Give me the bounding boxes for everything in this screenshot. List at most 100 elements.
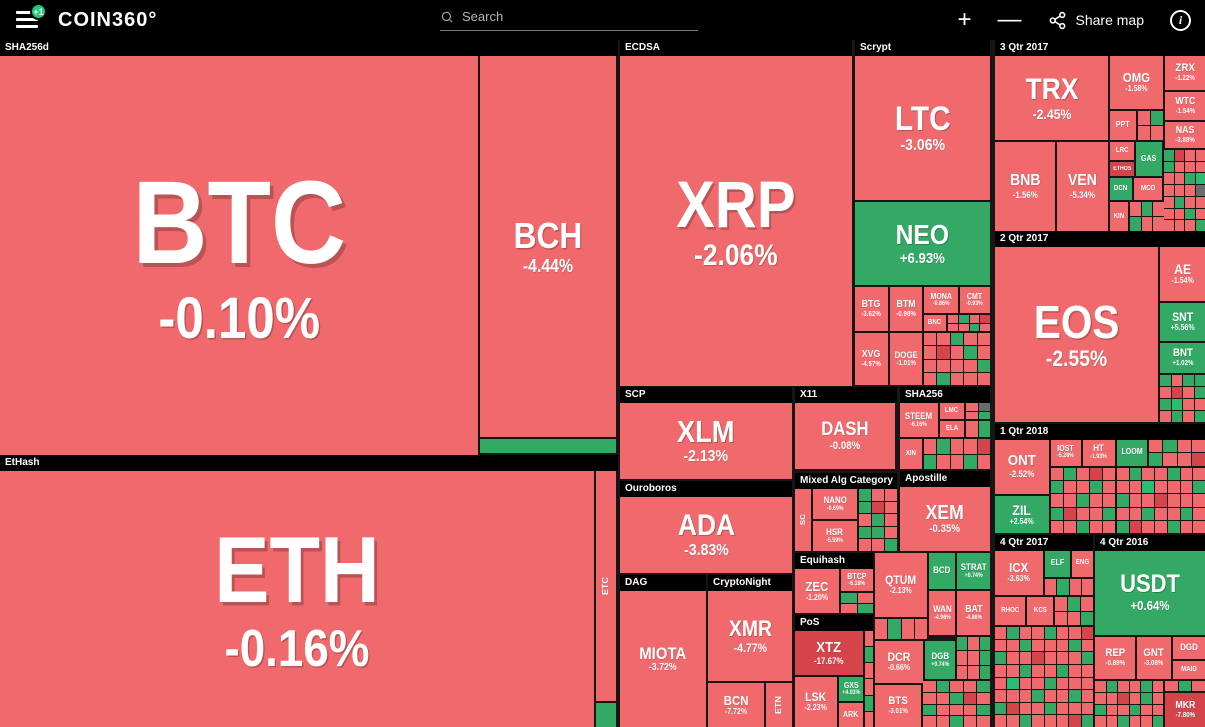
tile-cell[interactable] bbox=[1056, 715, 1069, 727]
tile-cell[interactable] bbox=[1171, 399, 1182, 410]
tile-cell[interactable] bbox=[1069, 677, 1081, 690]
tile-cell[interactable] bbox=[872, 489, 884, 501]
tile-neo[interactable]: NEO +6.93% bbox=[855, 202, 990, 285]
tile-cell[interactable] bbox=[937, 454, 950, 469]
tile-xem[interactable]: XEM -0.35% bbox=[900, 487, 990, 551]
tile-cell[interactable] bbox=[1180, 481, 1193, 494]
tile-cell[interactable] bbox=[1095, 692, 1106, 704]
tile-cell[interactable] bbox=[1130, 217, 1141, 231]
tile-cell[interactable] bbox=[1192, 681, 1205, 691]
tile-wan[interactable]: WAN -4.96% bbox=[929, 591, 955, 635]
tile-wtc[interactable]: WTC -1.54% bbox=[1165, 92, 1205, 120]
tile-cell[interactable] bbox=[1081, 690, 1093, 702]
tile-cell[interactable] bbox=[995, 715, 1007, 727]
tile-cell[interactable] bbox=[1164, 150, 1174, 161]
tile-cell[interactable] bbox=[1117, 468, 1129, 481]
tile-cell[interactable] bbox=[923, 681, 936, 692]
tile-cell[interactable] bbox=[1163, 452, 1177, 466]
tile-cell[interactable] bbox=[1069, 639, 1081, 652]
tile-eos[interactable]: EOS -2.55% bbox=[995, 247, 1158, 422]
tile-nas[interactable]: NAS -3.88% bbox=[1165, 122, 1205, 148]
tile-cell[interactable] bbox=[1129, 507, 1142, 520]
tile-cell[interactable] bbox=[872, 539, 884, 551]
tile-ltc[interactable]: LTC -3.06% bbox=[855, 56, 990, 200]
tile-cell[interactable] bbox=[1183, 387, 1194, 398]
tile-cell[interactable] bbox=[1106, 681, 1117, 692]
tile-cell[interactable] bbox=[1019, 677, 1032, 690]
tile-cell[interactable] bbox=[1051, 481, 1063, 494]
tile-cell[interactable] bbox=[968, 637, 979, 651]
tile-cell[interactable] bbox=[1068, 597, 1080, 611]
tile-cell[interactable] bbox=[964, 359, 977, 372]
tile-icx[interactable]: ICX -3.63% bbox=[995, 549, 1043, 595]
tile-cell[interactable] bbox=[937, 359, 950, 372]
tile-cell[interactable] bbox=[923, 704, 936, 716]
tile-bat[interactable]: BAT -4.86% bbox=[957, 591, 990, 635]
tile-cell[interactable] bbox=[1069, 664, 1081, 677]
tile-cell[interactable] bbox=[950, 439, 964, 454]
tile-cell[interactable] bbox=[1195, 150, 1205, 161]
tile-bnt[interactable]: BNT +1.02% bbox=[1160, 343, 1205, 373]
tile-cell[interactable] bbox=[958, 315, 969, 323]
tile-cell[interactable] bbox=[1141, 202, 1153, 216]
tile-cell[interactable] bbox=[924, 359, 937, 372]
tile-cell[interactable] bbox=[1141, 704, 1152, 716]
tile-cell[interactable] bbox=[1193, 481, 1205, 494]
zoom-in-button[interactable]: + bbox=[957, 6, 972, 33]
tile-cell[interactable] bbox=[995, 664, 1007, 677]
tile-cell[interactable] bbox=[924, 372, 937, 385]
tile-cell[interactable] bbox=[1149, 438, 1163, 452]
search-input[interactable] bbox=[462, 9, 698, 24]
tile-cell[interactable] bbox=[977, 692, 990, 704]
tile-xvg[interactable]: XVG -4.57% bbox=[855, 333, 888, 385]
tile-cell[interactable] bbox=[963, 681, 977, 692]
tile-cell[interactable] bbox=[950, 454, 964, 469]
tile-omg[interactable]: OMG -1.58% bbox=[1110, 56, 1163, 109]
tile-cell[interactable] bbox=[1106, 704, 1117, 716]
tile-cell[interactable] bbox=[1056, 627, 1069, 639]
tile-cell[interactable] bbox=[1177, 438, 1191, 452]
tile-cell[interactable] bbox=[1167, 520, 1180, 533]
tile-cell[interactable] bbox=[1069, 627, 1081, 639]
tile-cell[interactable] bbox=[1106, 692, 1117, 704]
tile-cell[interactable] bbox=[979, 665, 990, 679]
tile-cell[interactable] bbox=[1057, 579, 1069, 595]
tile-cell[interactable] bbox=[1019, 627, 1032, 639]
tile-cell[interactable] bbox=[1118, 704, 1129, 716]
tile-cell[interactable] bbox=[1155, 520, 1167, 533]
tile-cell[interactable] bbox=[1191, 452, 1205, 466]
tile-cell[interactable] bbox=[948, 323, 958, 331]
tile-cell[interactable] bbox=[1185, 161, 1195, 173]
tile-cell[interactable] bbox=[950, 346, 964, 359]
tile-loom[interactable]: LOOM bbox=[1117, 438, 1147, 466]
tile-cell[interactable] bbox=[857, 593, 873, 603]
tile-cell[interactable] bbox=[1081, 611, 1093, 625]
tile-cell[interactable] bbox=[1103, 494, 1115, 507]
tile-cell[interactable] bbox=[1044, 652, 1056, 664]
tile-cell[interactable] bbox=[1090, 481, 1102, 494]
tile-cell[interactable] bbox=[859, 501, 871, 514]
tile-cell[interactable] bbox=[1129, 468, 1142, 481]
tile-cell[interactable] bbox=[1007, 677, 1019, 690]
tile-cell[interactable] bbox=[901, 619, 914, 639]
tile-cell[interactable] bbox=[1077, 520, 1089, 533]
tile-cell[interactable] bbox=[1160, 387, 1171, 398]
tile-cell[interactable] bbox=[1090, 468, 1102, 481]
tile-cell[interactable] bbox=[1007, 702, 1019, 715]
tile-cell[interactable] bbox=[1032, 677, 1044, 690]
tile-zec[interactable]: ZEC -1.20% bbox=[795, 569, 839, 613]
tile-cell[interactable] bbox=[958, 323, 969, 331]
tile-cell[interactable] bbox=[978, 421, 990, 437]
tile-cell[interactable] bbox=[1081, 664, 1093, 677]
tile-cell[interactable] bbox=[950, 359, 964, 372]
tile-cell[interactable] bbox=[964, 372, 977, 385]
tile-strat[interactable]: STRAT +0.74% bbox=[957, 553, 990, 589]
tile-cell[interactable] bbox=[1174, 220, 1184, 231]
tile-cell[interactable] bbox=[885, 514, 897, 526]
tile-cell[interactable] bbox=[977, 359, 990, 372]
tile-cell[interactable] bbox=[980, 315, 990, 323]
zoom-out-button[interactable]: — bbox=[997, 6, 1022, 33]
tile-cell[interactable] bbox=[1194, 375, 1205, 386]
tile-xmr[interactable]: XMR -4.77% bbox=[708, 591, 792, 681]
tile-cell[interactable] bbox=[977, 704, 990, 716]
